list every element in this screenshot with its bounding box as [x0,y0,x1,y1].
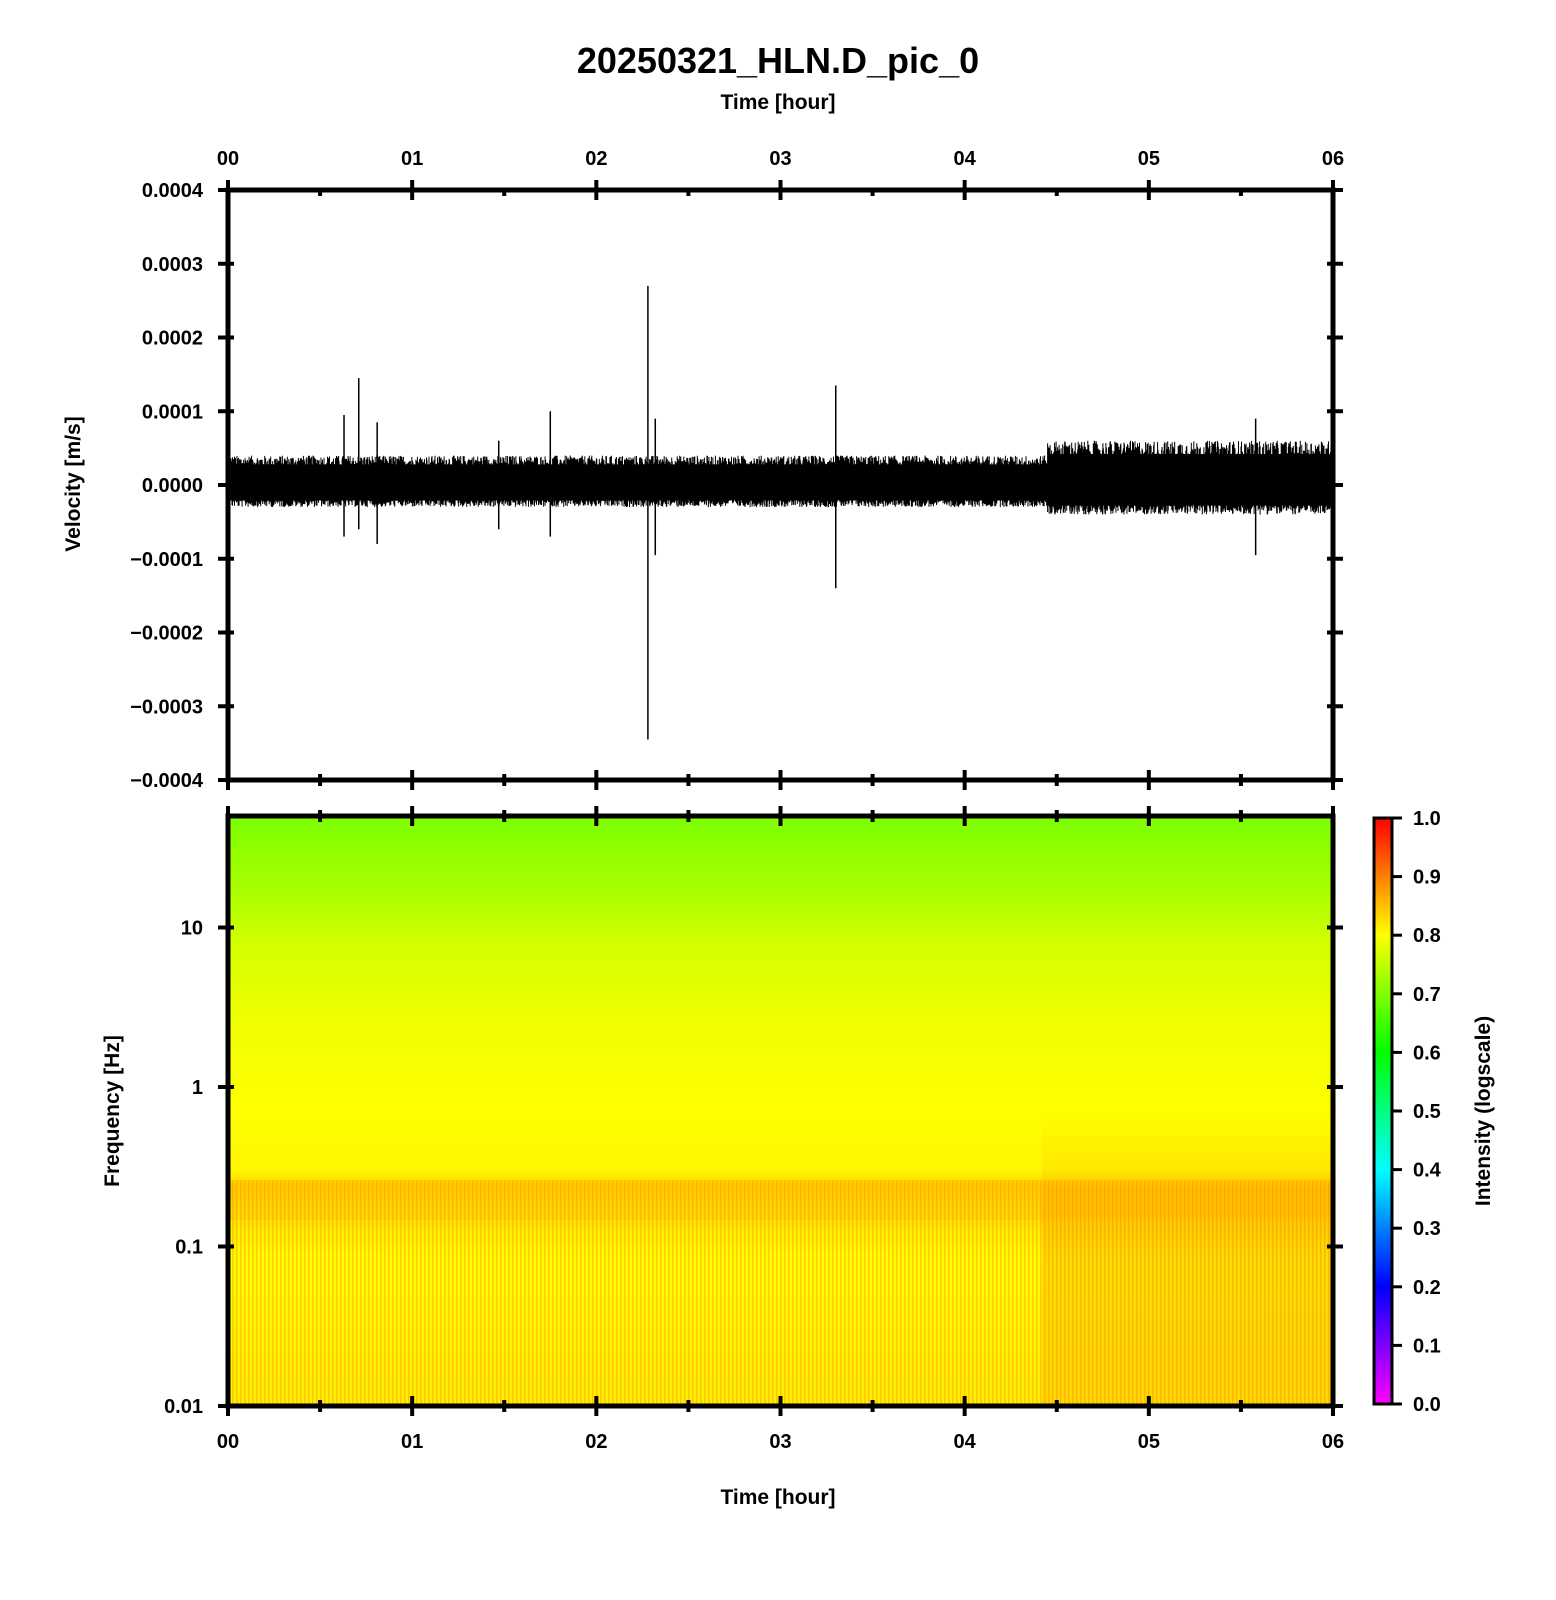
waveform-y-tick-label: −0.0001 [130,549,203,571]
spectrogram-x-tick-label: 05 [1138,1431,1160,1453]
colorbar-tick-label: 0.2 [1413,1277,1441,1299]
waveform-y-tick-label: −0.0003 [130,696,203,718]
colorbar-tick-label: 0.6 [1413,1042,1441,1064]
waveform-y-tick-label: 0.0004 [142,180,204,202]
waveform-panel: Time [hour] 00 01 02 03 04 05 06 0.00040.00030… [62,91,1344,792]
waveform-tick-marks [218,180,1343,790]
waveform-noise-band [228,464,1048,501]
colorbar-tick-label: 0.9 [1413,867,1441,889]
waveform-y-tick-label: 0.0000 [142,475,203,497]
spectrogram-panel: 00 01 02 03 04 05 06 10 1 0.1 0.01 Time [hour] Fr… [101,806,1344,1509]
colorbar-tick-label: 0.7 [1413,984,1441,1006]
spectrogram-x-axis-title: Time [hour] [720,1486,835,1509]
waveform-noise-band [1047,454,1333,506]
waveform-spikes [343,285,1257,740]
waveform-y-tick-label: 0.0003 [142,254,203,276]
waveform-y-tick-label: −0.0002 [130,623,203,645]
waveform-trace [227,440,1334,515]
spectrogram-band-0.2hz [228,1180,1333,1220]
waveform-x-tick-label: 02 [585,148,607,170]
waveform-x-tick-label: 03 [769,148,791,170]
colorbar-tick-label: 0.5 [1413,1101,1441,1123]
spectrogram-x-tick-label: 02 [585,1431,607,1453]
waveform-x-axis-title: Time [hour] [720,91,835,114]
spectrogram-x-tick-label: 04 [954,1431,977,1453]
spectrogram-x-tick-label: 00 [217,1431,239,1453]
colorbar: 1.0 0.9 0.8 0.7 0.6 0.5 0.4 0.3 0.2 0.1 0.0 Intens… [1372,808,1495,1416]
spectrogram-y-tick-label: 1 [192,1077,203,1099]
spectrogram-striping [228,1180,1333,1406]
waveform-x-tick-label: 05 [1138,148,1160,170]
waveform-x-tick-labels: 00 01 02 03 04 05 06 [217,148,1344,170]
spectrogram-x-tick-labels: 00 01 02 03 04 05 06 [217,1431,1344,1453]
colorbar-ticks: 1.0 0.9 0.8 0.7 0.6 0.5 0.4 0.3 0.2 0.1 0.0 [1392,808,1442,1416]
colorbar-label: Intensity (logscale) [1472,1016,1495,1206]
waveform-y-tick-label: 0.0002 [142,328,203,350]
colorbar-tick-label: 1.0 [1413,808,1441,830]
spectrogram-y-tick-labels: 10 1 0.1 0.01 [164,917,203,1418]
waveform-x-tick-label: 06 [1322,148,1344,170]
colorbar-tick-label: 0.4 [1413,1160,1442,1182]
spectrogram-x-tick-label: 03 [769,1431,791,1453]
waveform-x-tick-label: 01 [401,148,423,170]
spectrogram-y-tick-label: 0.1 [175,1236,203,1258]
spectrogram-y-tick-label: 0.01 [164,1396,203,1418]
waveform-x-tick-label: 04 [954,148,977,170]
waveform-y-tick-label: 0.0001 [142,401,203,423]
spectrogram-y-tick-label: 10 [181,917,203,939]
chart-title: 20250321_HLN.D_pic_0 [577,40,979,81]
spectrogram-x-tick-label: 01 [401,1431,423,1453]
spectrogram-x-tick-label: 06 [1322,1431,1344,1453]
spectrogram-y-axis-title: Frequency [Hz] [101,1035,124,1187]
spectrogram-tick-marks [218,806,1343,1416]
colorbar-tick-label: 0.8 [1413,925,1441,947]
colorbar-gradient [1372,816,1394,1406]
waveform-x-tick-label: 00 [217,148,239,170]
waveform-y-tick-labels: 0.0004 0.0003 0.0002 0.0001 0.0000 −0.0001 −0.… [130,180,204,792]
waveform-y-tick-label: −0.0004 [130,770,204,792]
colorbar-tick-label: 0.1 [1413,1335,1441,1357]
colorbar-tick-label: 0.3 [1413,1218,1441,1240]
colorbar-tick-label: 0.0 [1413,1394,1441,1416]
waveform-y-axis-title: Velocity [m/s] [62,416,85,551]
